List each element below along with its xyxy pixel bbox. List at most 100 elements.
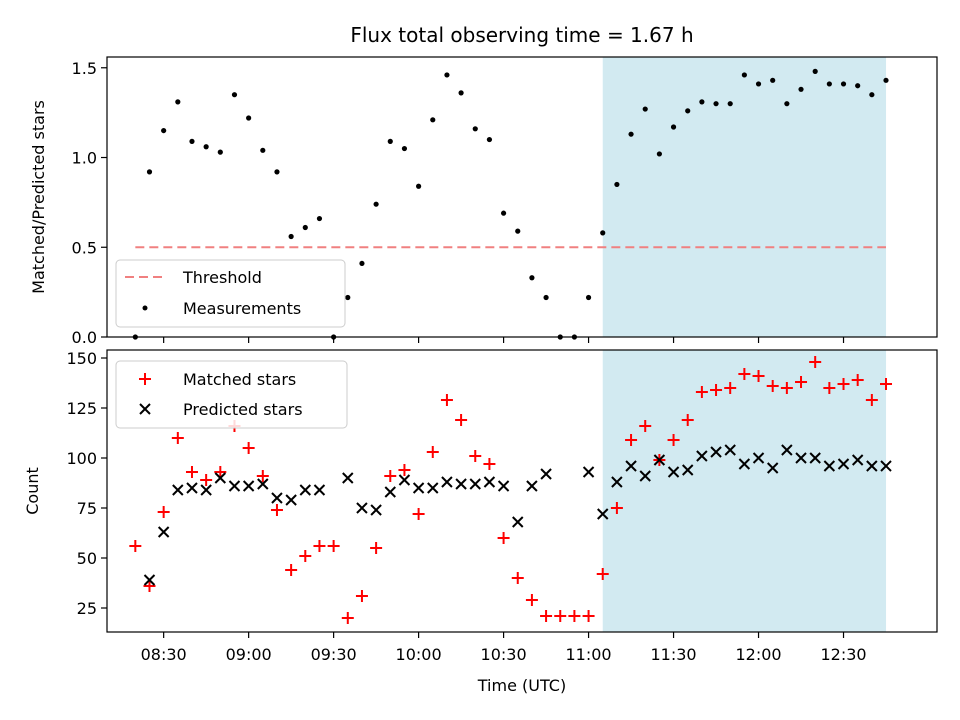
y-tick-label: 1.0 (72, 149, 97, 168)
y-tick-label: 25 (77, 599, 97, 618)
y-tick-label: 0.0 (72, 328, 97, 347)
measurement-point (231, 92, 238, 98)
predicted-star-point (611, 476, 623, 488)
predicted-star-point (186, 482, 198, 494)
y-tick-label: 0.5 (72, 238, 97, 257)
y-tick-label: 75 (77, 499, 97, 518)
x-axis-label: Time (UTC) (477, 676, 566, 695)
measurement-point (345, 294, 351, 301)
top-legend-box (115, 259, 346, 328)
predicted-star-point (512, 516, 524, 528)
predicted-star-point (398, 474, 411, 486)
measurement-point (784, 101, 790, 107)
predicted-star-point (285, 494, 297, 506)
matched-star-point (370, 542, 383, 554)
matched-star-point (214, 466, 227, 478)
measurement-point (146, 169, 153, 175)
measurement-point (869, 92, 875, 98)
measurement-point (401, 145, 408, 152)
top-x-ticks (163, 337, 845, 343)
y-tick-label: 50 (77, 549, 97, 568)
predicted-star-point (526, 480, 538, 492)
matched-star-point (355, 590, 368, 602)
predicted-star-point (851, 454, 864, 466)
matched-star-point (710, 384, 723, 396)
predicted-star-point (483, 476, 496, 488)
matched-star-point (837, 378, 850, 390)
legend-predicted-label: Predicted stars (183, 400, 303, 419)
predicted-star-point (469, 478, 481, 490)
predicted-star-point (441, 476, 453, 488)
measurement-point (855, 83, 861, 89)
measurement-point (274, 169, 280, 175)
matched-star-point (200, 474, 213, 486)
predicted-star-point (823, 460, 836, 472)
matched-star-point (568, 610, 581, 622)
predicted-star-point (653, 454, 666, 466)
bottom-legend: Matched stars Predicted stars (115, 360, 348, 429)
predicted-star-point (271, 492, 283, 504)
bottom-panel: 25 50 75 100 125 150 08:30 09:00 09:30 10:00 10:3… (23, 349, 938, 695)
predicted-star-point (356, 502, 368, 514)
x-tick-label: 11:30 (650, 645, 696, 664)
measurement-point (670, 124, 677, 130)
measurement-point (416, 183, 422, 189)
matched-star-point (625, 434, 638, 446)
predicted-star-point (625, 460, 637, 472)
x-tick-label: 12:30 (820, 645, 866, 664)
legend-measurements-sample (142, 305, 148, 311)
predicted-star-point (214, 472, 227, 484)
predicted-star-point (639, 470, 651, 482)
matched-star-point (766, 380, 779, 392)
legend-matched-label: Matched stars (183, 370, 296, 389)
measurement-point (189, 138, 195, 144)
measurement-point (727, 101, 733, 107)
matched-star-point (511, 572, 524, 584)
chart-title: Flux total observing time = 1.67 h (350, 23, 693, 47)
predicted-star-point (880, 460, 892, 472)
measurement-point (175, 99, 181, 105)
predicted-star-point (143, 574, 156, 586)
matched-star-point (738, 368, 751, 380)
matched-star-point (497, 532, 510, 544)
measurement-point (529, 275, 535, 281)
measurement-point (430, 117, 436, 123)
measurement-point (628, 131, 634, 137)
predicted-star-point (710, 446, 722, 458)
matched-star-point (384, 470, 397, 482)
matched-star-point (440, 394, 453, 406)
x-tick-label: 11:00 (566, 645, 612, 664)
measurement-point (302, 224, 308, 231)
measurement-point (642, 106, 648, 112)
matched-star-point (525, 594, 538, 606)
measurement-point (161, 127, 167, 134)
measurement-point (217, 149, 223, 155)
measurement-point (685, 108, 691, 114)
y-tick-label: 100 (66, 449, 97, 468)
measurement-point (387, 138, 393, 144)
matched-star-point (865, 394, 878, 406)
bottom-axes-frame (106, 349, 938, 633)
measurement-point (713, 101, 719, 107)
matched-star-point (256, 470, 269, 482)
predicted-star-point (866, 460, 878, 472)
predicted-star-point (540, 468, 552, 480)
matched-star-point (780, 382, 793, 394)
y-tick-label: 1.5 (72, 59, 97, 78)
matched-star-point (299, 550, 312, 562)
bottom-y-axis-label: Count (23, 467, 42, 515)
measurement-point (444, 72, 450, 78)
predicted-star-point (257, 478, 269, 490)
measurement-point (883, 77, 889, 83)
bottom-points (129, 356, 893, 624)
top-y-axis-label: Matched/Predicted stars (29, 100, 48, 294)
matched-star-point (412, 508, 425, 520)
predicted-star-point (228, 480, 241, 492)
measurement-point (614, 181, 620, 188)
matched-star-point (455, 414, 468, 426)
predicted-star-point (427, 482, 439, 494)
x-tick-label: 09:30 (311, 645, 357, 664)
matched-star-point (639, 420, 652, 432)
bottom-x-ticks: 08:30 09:00 09:30 10:00 10:30 11:00 11:30 12:00… (141, 632, 867, 664)
predicted-star-point (384, 486, 396, 498)
